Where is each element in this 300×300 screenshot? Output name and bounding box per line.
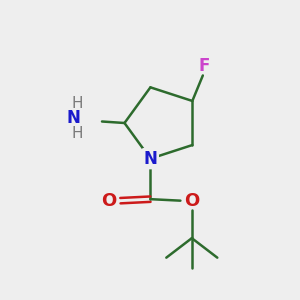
Text: O: O [101, 192, 117, 210]
Text: N: N [143, 150, 157, 168]
Text: H: H [72, 126, 83, 141]
Text: H: H [72, 96, 83, 111]
Text: O: O [184, 192, 200, 210]
Text: N: N [67, 110, 80, 128]
Text: F: F [199, 57, 210, 75]
